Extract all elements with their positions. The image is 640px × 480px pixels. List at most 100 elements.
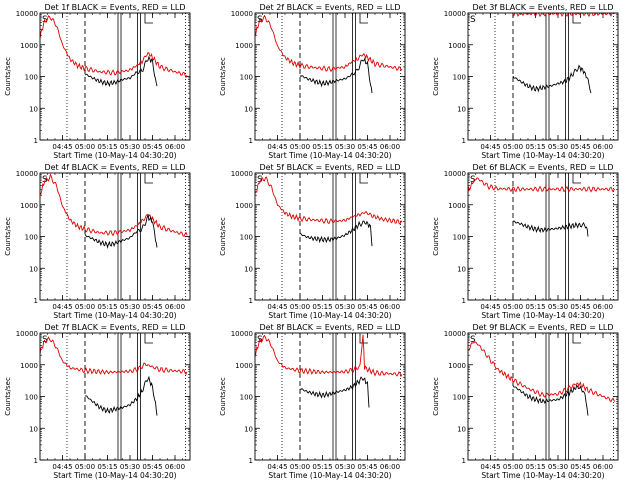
x-tick-label: 05:30 (548, 143, 568, 151)
y-tick-label: 1000 (20, 362, 38, 370)
series-line-events (512, 220, 589, 237)
y-tick-label: 1000 (20, 202, 38, 210)
plot-frame (467, 172, 619, 301)
y-tick-label: 10000 (231, 330, 253, 338)
plot-frame (254, 332, 406, 461)
series-line-lld (40, 336, 188, 375)
series-line-lld (40, 15, 188, 79)
chart-title: Det 8f BLACK = Events, RED = LLD (259, 323, 400, 332)
x-tick-label: 05:30 (548, 303, 568, 311)
x-axis-label: Start Time (10-May-14 04:30:20) (268, 151, 391, 160)
chart-title: Det 6f BLACK = Events, RED = LLD (472, 163, 613, 172)
series-line-events (512, 64, 592, 94)
x-tick-label: 06:00 (165, 143, 185, 151)
chart-panel-1: Det 1f BLACK = Events, RED = LLD 1 10 100 10… (4, 3, 191, 160)
y-tick-label: 10000 (231, 170, 253, 178)
y-tick-label: 1 (34, 137, 38, 145)
y-tick-label: 10 (457, 105, 466, 113)
x-tick-label: 05:00 (503, 463, 523, 471)
plot-frame (467, 12, 619, 141)
chart-panel-2: Det 2f BLACK = Events, RED = LLD 1 10 100 10… (219, 3, 406, 160)
chart-panel-5: Det 5f BLACK = Events, RED = LLD 1 10 100 10… (219, 163, 406, 320)
marker-label: S (470, 335, 476, 345)
x-tick-label: 05:15 (312, 463, 332, 471)
x-tick-label: 05:00 (290, 303, 310, 311)
x-tick-label: 05:45 (357, 463, 377, 471)
x-tick-label: 05:45 (142, 303, 162, 311)
x-tick-label: 05:15 (312, 143, 332, 151)
y-tick-label: 100 (453, 74, 466, 82)
flag-marker (359, 334, 368, 344)
y-tick-label: 1000 (235, 42, 253, 50)
x-tick-label: 05:45 (570, 463, 590, 471)
x-tick-label: 05:00 (503, 143, 523, 151)
x-tick-label: 05:45 (570, 303, 590, 311)
x-tick-label: 05:45 (142, 143, 162, 151)
y-axis-label: Counts/sec (4, 217, 12, 256)
y-tick-label: 1000 (448, 202, 466, 210)
x-tick-label: 04:45 (480, 463, 500, 471)
plot-frame (39, 12, 191, 141)
chart-panel-4: Det 4f BLACK = Events, RED = LLD 1 10 100 10… (4, 163, 191, 320)
y-axis-label: Counts/sec (219, 57, 227, 96)
y-tick-label: 10 (244, 105, 253, 113)
x-tick-label: 05:00 (290, 463, 310, 471)
series-line-lld (255, 14, 403, 73)
x-tick-label: 04:45 (52, 143, 72, 151)
x-tick-label: 06:00 (165, 463, 185, 471)
x-axis-label: Start Time (10-May-14 04:30:20) (481, 151, 604, 160)
y-tick-label: 10 (457, 425, 466, 433)
y-tick-label: 10000 (16, 10, 38, 18)
y-tick-label: 10 (244, 425, 253, 433)
y-tick-label: 10000 (444, 330, 466, 338)
y-tick-label: 1 (249, 137, 253, 145)
marker-label: S (470, 15, 476, 25)
x-tick-label: 05:45 (142, 463, 162, 471)
y-tick-label: 10000 (16, 170, 38, 178)
series-line-events (84, 213, 158, 249)
flag-marker (144, 174, 153, 184)
chart-panel-6: Det 6f BLACK = Events, RED = LLD 1 10 100 10… (432, 163, 619, 320)
y-tick-label: 10 (457, 265, 466, 273)
y-tick-label: 1 (249, 457, 253, 465)
x-tick-label: 06:00 (380, 463, 400, 471)
marker-label: S (42, 335, 48, 345)
x-tick-label: 05:00 (503, 303, 523, 311)
series-line-events (84, 375, 158, 416)
plot-frame (467, 332, 619, 461)
y-tick-label: 100 (453, 394, 466, 402)
x-axis-label: Start Time (10-May-14 04:30:20) (268, 311, 391, 320)
y-tick-label: 10 (29, 265, 38, 273)
series-line-lld (468, 177, 616, 193)
x-tick-label: 05:00 (75, 463, 95, 471)
y-tick-label: 100 (25, 394, 38, 402)
y-tick-label: 10000 (16, 330, 38, 338)
chart-panel-7: Det 7f BLACK = Events, RED = LLD 1 10 100 10… (4, 323, 191, 480)
x-tick-label: 05:00 (75, 303, 95, 311)
x-tick-label: 05:15 (97, 303, 117, 311)
y-tick-label: 1 (462, 137, 466, 145)
x-tick-label: 05:00 (290, 143, 310, 151)
chart-title: Det 3f BLACK = Events, RED = LLD (472, 3, 613, 12)
series-line-lld (512, 13, 616, 18)
y-tick-label: 10 (244, 265, 253, 273)
x-tick-label: 05:30 (120, 303, 140, 311)
y-tick-label: 100 (25, 234, 38, 242)
plot-frame (39, 332, 191, 461)
y-axis-label: Counts/sec (219, 217, 227, 256)
flag-marker (572, 334, 581, 344)
y-tick-label: 10000 (444, 10, 466, 18)
series-line-lld (40, 173, 188, 237)
x-tick-label: 05:30 (548, 463, 568, 471)
series-line-events (299, 376, 370, 408)
plot-frame (39, 172, 191, 301)
y-tick-label: 100 (453, 234, 466, 242)
chart-title: Det 1f BLACK = Events, RED = LLD (44, 3, 185, 12)
series-line-lld (468, 341, 616, 403)
marker-label: S (257, 175, 263, 185)
x-axis-label: Start Time (10-May-14 04:30:20) (481, 311, 604, 320)
x-tick-label: 05:15 (525, 463, 545, 471)
flag-marker (572, 14, 581, 24)
y-tick-label: 1000 (448, 42, 466, 50)
y-tick-label: 1000 (448, 362, 466, 370)
